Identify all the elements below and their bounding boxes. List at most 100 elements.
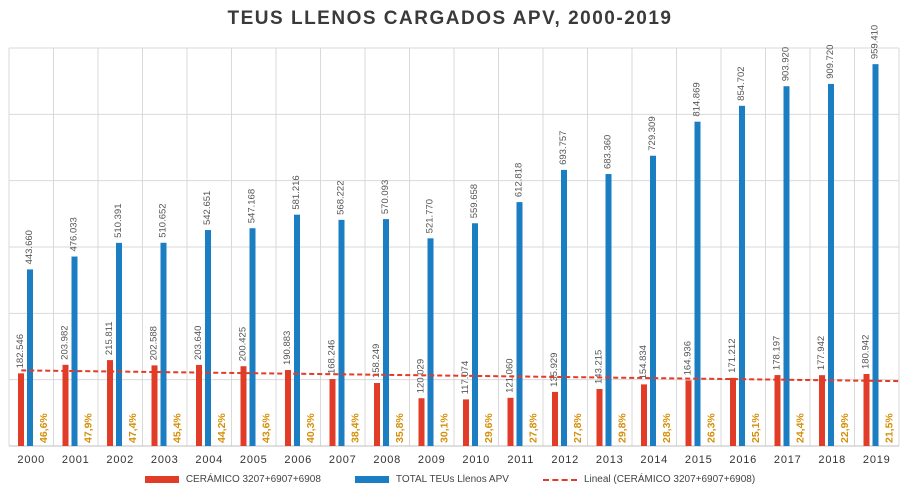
ceramico-bar (151, 365, 158, 446)
total-bar (160, 242, 167, 446)
ceramico-bar (463, 399, 469, 446)
x-tick-label: 2000 (17, 454, 45, 466)
x-tick-label: 2008 (373, 454, 401, 466)
legend-label-lineal: Lineal (CERÁMICO 3207+6907+6908) (583, 474, 756, 485)
total-bar (294, 214, 300, 446)
ceramico-value-label: 203.982 (60, 325, 71, 359)
x-tick-label: 2010 (462, 454, 490, 466)
ceramico-bar (774, 375, 781, 446)
total-value-label: 693.757 (558, 131, 569, 165)
percentage-label: 45,4% (172, 413, 184, 443)
ceramico-bar (819, 375, 825, 446)
ceramico-value-label: 178.197 (772, 336, 783, 370)
ceramico-bar (329, 379, 336, 446)
ceramico-value-label: 215.811 (104, 321, 115, 355)
x-tick-label: 2003 (151, 454, 179, 466)
ceramico-bar (641, 384, 647, 446)
x-tick-label: 2012 (551, 454, 579, 466)
x-tick-label: 2017 (774, 454, 802, 466)
x-tick-label: 2014 (640, 454, 668, 466)
x-tick-label: 2002 (106, 454, 134, 466)
x-tick-label: 2005 (240, 454, 268, 466)
percentage-label: 29,8% (617, 413, 629, 443)
ceramico-bar (374, 383, 380, 446)
ceramico-bar (596, 389, 603, 446)
total-value-label: 683.360 (603, 135, 614, 169)
total-bar (694, 121, 701, 447)
x-tick-label: 2007 (329, 454, 357, 466)
total-bar (427, 238, 434, 446)
total-value-label: 959.410 (870, 25, 881, 59)
total-bar (27, 269, 33, 446)
total-value-label: 559.658 (469, 184, 480, 218)
total-bar (783, 86, 790, 446)
legend-swatch-ceramico (144, 476, 179, 483)
ceramico-value-label: 135.929 (549, 353, 560, 387)
total-bar (205, 230, 211, 446)
x-tick-label: 2006 (284, 454, 312, 466)
total-bar (561, 169, 567, 447)
ceramico-value-label: 182.546 (15, 334, 26, 368)
total-value-label: 581.216 (291, 175, 302, 209)
ceramico-value-label: 202.588 (149, 326, 160, 360)
ceramico-value-label: 171.212 (727, 339, 738, 373)
total-value-label: 570.093 (380, 180, 391, 214)
ceramico-bar (685, 380, 692, 446)
total-bar (605, 174, 612, 447)
ceramico-bar (507, 397, 514, 446)
ceramico-bar (552, 391, 558, 446)
total-bar (872, 64, 879, 447)
percentage-label: 47,9% (83, 413, 95, 443)
total-value-label: 568.222 (336, 181, 347, 215)
total-value-label: 612.818 (514, 163, 525, 197)
percentage-label: 22,9% (839, 413, 851, 443)
x-tick-label: 2019 (863, 454, 891, 466)
total-bar (71, 256, 78, 446)
ceramico-bar (863, 373, 870, 446)
legend-label-ceramico: CERÁMICO 3207+6907+6908 (185, 474, 321, 485)
percentage-label: 26,3% (706, 413, 718, 443)
ceramico-bar (62, 364, 69, 446)
percentage-label: 35,8% (394, 413, 406, 443)
ceramico-bar (196, 364, 202, 446)
total-value-label: 903.920 (781, 47, 792, 81)
ceramico-value-label: 180.942 (861, 335, 872, 369)
total-value-label: 542.651 (202, 191, 213, 225)
total-value-label: 909.720 (825, 45, 836, 79)
total-value-label: 547.168 (247, 189, 258, 223)
percentage-label: 27,8% (572, 413, 584, 443)
total-value-label: 510.652 (158, 203, 169, 237)
x-tick-label: 2018 (818, 454, 846, 466)
total-bar (383, 219, 389, 446)
ceramico-value-label: 158.249 (371, 344, 382, 378)
ceramico-value-label: 117.074 (460, 361, 471, 395)
ceramico-bar (285, 370, 291, 446)
ceramico-value-label: 190.883 (282, 331, 293, 365)
total-bar (116, 242, 122, 446)
x-tick-label: 2013 (596, 454, 624, 466)
total-bar (338, 219, 345, 446)
ceramico-value-label: 200.425 (238, 327, 249, 361)
ceramico-value-label: 168.246 (327, 340, 338, 374)
percentage-label: 30,1% (439, 413, 451, 443)
percentage-label: 46,6% (38, 413, 50, 443)
x-tick-label: 2016 (729, 454, 757, 466)
ceramico-value-label: 177.942 (816, 336, 827, 370)
percentage-label: 24,4% (795, 413, 807, 443)
chart-title: TEUS LLENOS CARGADOS APV, 2000-2019 (227, 8, 673, 29)
ceramico-value-label: 143.215 (594, 350, 605, 384)
total-value-label: 521.770 (425, 199, 436, 233)
percentage-label: 28,3% (661, 413, 673, 443)
total-value-label: 854.702 (736, 66, 747, 100)
x-tick-label: 2011 (507, 454, 534, 466)
total-value-label: 510.391 (113, 204, 124, 238)
ceramico-bar (730, 377, 736, 446)
ceramico-value-label: 164.936 (683, 341, 694, 375)
total-bar (828, 83, 834, 446)
percentage-label: 27,8% (528, 413, 540, 443)
legend-swatch-lineal (542, 478, 577, 481)
total-value-label: 476.033 (69, 217, 80, 251)
total-bar (739, 105, 745, 446)
percentage-label: 29,6% (483, 413, 495, 443)
ceramico-value-label: 154.834 (638, 345, 649, 379)
